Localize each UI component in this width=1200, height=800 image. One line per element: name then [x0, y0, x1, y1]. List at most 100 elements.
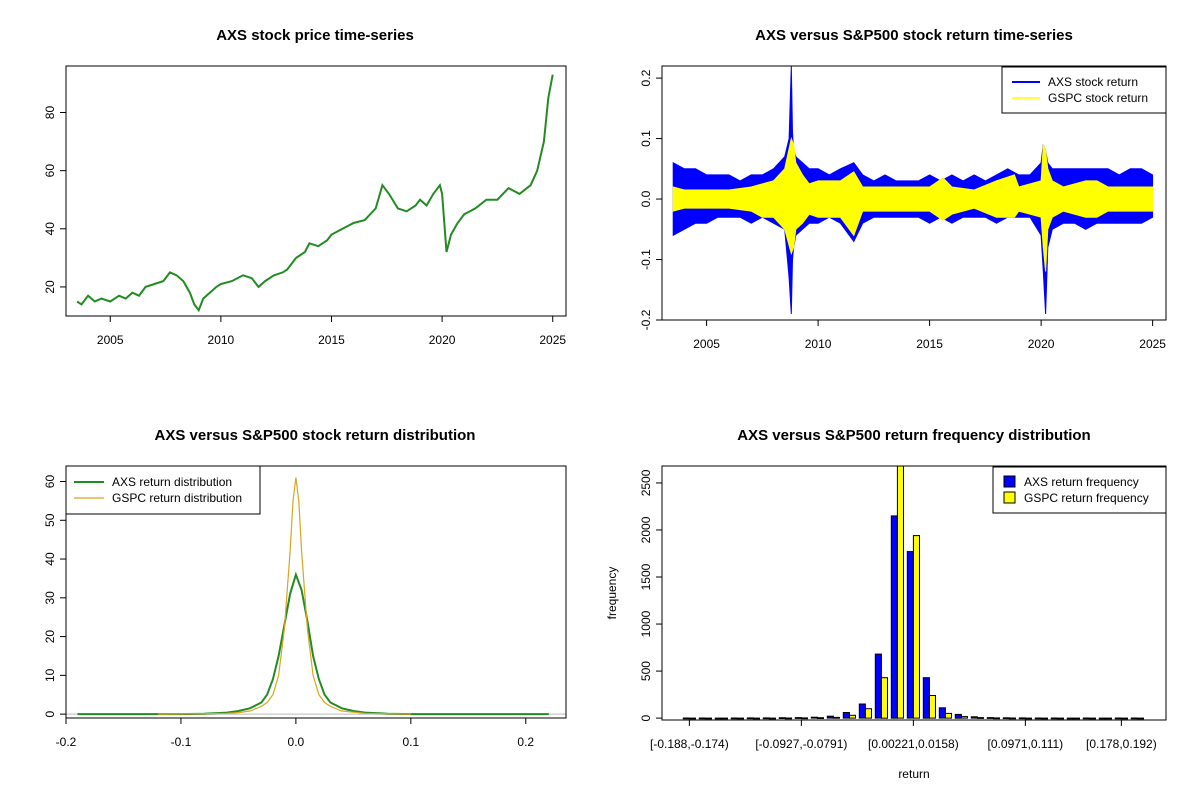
density-xtick-label: 0.1 [402, 735, 419, 749]
frequency-ylabel: frequency [605, 567, 619, 620]
frequency-ytick-label: 1500 [639, 563, 653, 590]
frequency-bar-axs [762, 717, 770, 720]
returns-legend-label-axs: AXS stock return [1048, 75, 1138, 89]
frequency-bar-gspc [944, 712, 953, 719]
frequency-bar-axs [922, 677, 930, 719]
frequency-bar-gspc [784, 717, 793, 720]
frequency-bar-gspc [752, 717, 761, 720]
frequency-bar-gspc [960, 716, 969, 719]
returns-xtick-label: 2025 [1139, 337, 1166, 351]
frequency-plot-area [682, 465, 1145, 720]
density-legend: AXS return distribution GSPC return dist… [65, 465, 261, 515]
frequency-xtick-label: [0.0971,0.111) [988, 737, 1064, 751]
frequency-bar-axs [1034, 717, 1042, 720]
panel-returns: AXS versus S&P500 stock return time-seri… [639, 27, 1167, 351]
frequency-bar-gspc [928, 695, 937, 719]
price-plot-area [76, 74, 554, 313]
frequency-bar-axs [1082, 717, 1090, 720]
density-plot-area [66, 477, 566, 716]
frequency-bar-gspc [1056, 717, 1065, 720]
frequency-bar-axs [986, 717, 994, 719]
returns-legend-box [1001, 66, 1167, 114]
price-ytick-label: 60 [43, 164, 57, 178]
frequency-bar-gspc [1024, 717, 1033, 720]
density-ytick-label: 60 [43, 475, 57, 489]
frequency-bar-axs [906, 551, 914, 719]
frequency-ytick-label: 0 [639, 714, 653, 721]
returns-title: AXS versus S&P500 stock return time-seri… [755, 27, 1073, 44]
frequency-bar-axs [842, 712, 850, 719]
returns-series-gspc-envelope [672, 136, 1154, 272]
frequency-bar-axs [778, 717, 786, 720]
returns-legend-label-gspc: GSPC stock return [1048, 91, 1148, 105]
frequency-bar-axs [826, 715, 834, 719]
frequency-xtick-label: [0.00221,0.0158) [868, 737, 959, 751]
returns-ytick-label: 0.1 [639, 130, 653, 147]
price-xtick-label: 2020 [429, 333, 456, 347]
returns-ytick-label: -0.2 [639, 309, 653, 330]
price-y-axis: 20 40 60 80 [43, 106, 67, 294]
returns-plot-area [672, 65, 1154, 315]
frequency-legend-label-axs: AXS return frequency [1024, 475, 1139, 489]
returns-xtick-label: 2010 [805, 337, 832, 351]
density-series-gspc-line [157, 477, 411, 715]
price-x-axis: 2005 2010 2015 2020 2025 [97, 315, 566, 347]
density-ytick-label: 30 [43, 591, 57, 605]
price-series-line [76, 74, 554, 313]
frequency-bar-gspc [704, 717, 713, 720]
density-y-axis: 0 10 20 30 40 50 60 [43, 475, 67, 717]
panel-density: AXS versus S&P500 stock return distribut… [43, 427, 567, 749]
frequency-bar-axs [682, 717, 690, 720]
frequency-bar-axs [810, 716, 818, 719]
frequency-bar-gspc [1072, 717, 1081, 720]
price-ytick-label: 40 [43, 222, 57, 236]
density-xtick-label: -0.1 [171, 735, 192, 749]
returns-y-axis: -0.2 -0.1 0.0 0.1 0.2 [639, 69, 663, 330]
frequency-bar-gspc [880, 677, 889, 719]
price-xtick-label: 2025 [539, 333, 566, 347]
frequency-bar-axs [890, 515, 898, 719]
density-ytick-label: 20 [43, 630, 57, 644]
frequency-title: AXS versus S&P500 return frequency distr… [737, 427, 1090, 444]
frequency-bar-gspc [720, 717, 729, 720]
frequency-bar-axs [794, 717, 802, 719]
density-legend-label-axs: AXS return distribution [112, 475, 232, 489]
frequency-y-axis: 0 500 1000 1500 2000 2500 [639, 469, 663, 721]
returns-legend: AXS stock return GSPC stock return [1001, 66, 1167, 114]
frequency-ytick-label: 2000 [639, 516, 653, 543]
frequency-bar-gspc [1088, 717, 1097, 720]
frequency-xlabel: return [898, 767, 929, 781]
density-xtick-label: -0.2 [56, 735, 77, 749]
returns-ytick-label: 0.0 [639, 190, 653, 207]
density-series-axs-line [77, 571, 549, 716]
frequency-bar-gspc [992, 717, 1001, 720]
frequency-ytick-label: 500 [639, 661, 653, 681]
density-x-axis: -0.2 -0.1 0.0 0.1 0.2 [56, 717, 534, 749]
frequency-bar-gspc [1120, 717, 1129, 720]
frequency-bar-axs [730, 717, 738, 720]
frequency-bar-gspc [832, 716, 841, 719]
frequency-xtick-label: [-0.188,-0.174) [650, 737, 729, 751]
returns-ytick-label: 0.2 [639, 69, 653, 86]
price-ytick-label: 80 [43, 106, 57, 120]
returns-xtick-label: 2015 [916, 337, 943, 351]
frequency-bar-axs [698, 717, 706, 720]
frequency-bar-gspc [816, 717, 825, 720]
density-ytick-label: 40 [43, 552, 57, 566]
frequency-legend-box [992, 466, 1167, 514]
frequency-bar-gspc [800, 717, 809, 720]
panel-price: AXS stock price time-series 2005 2010 2015… [43, 27, 567, 347]
frequency-bar-axs [970, 716, 978, 719]
density-xtick-label: 0.0 [288, 735, 305, 749]
density-ytick-label: 50 [43, 513, 57, 527]
frequency-bar-axs [714, 717, 722, 720]
frequency-bar-axs [746, 717, 754, 720]
price-plot-frame [65, 65, 567, 317]
panel-frequency: AXS versus S&P500 return frequency distr… [605, 427, 1167, 781]
frequency-bar-gspc [912, 535, 921, 719]
density-legend-label-gspc: GSPC return distribution [112, 491, 242, 505]
frequency-bar-axs [1050, 717, 1058, 720]
frequency-bar-axs [954, 713, 962, 719]
frequency-bar-gspc [864, 708, 873, 719]
